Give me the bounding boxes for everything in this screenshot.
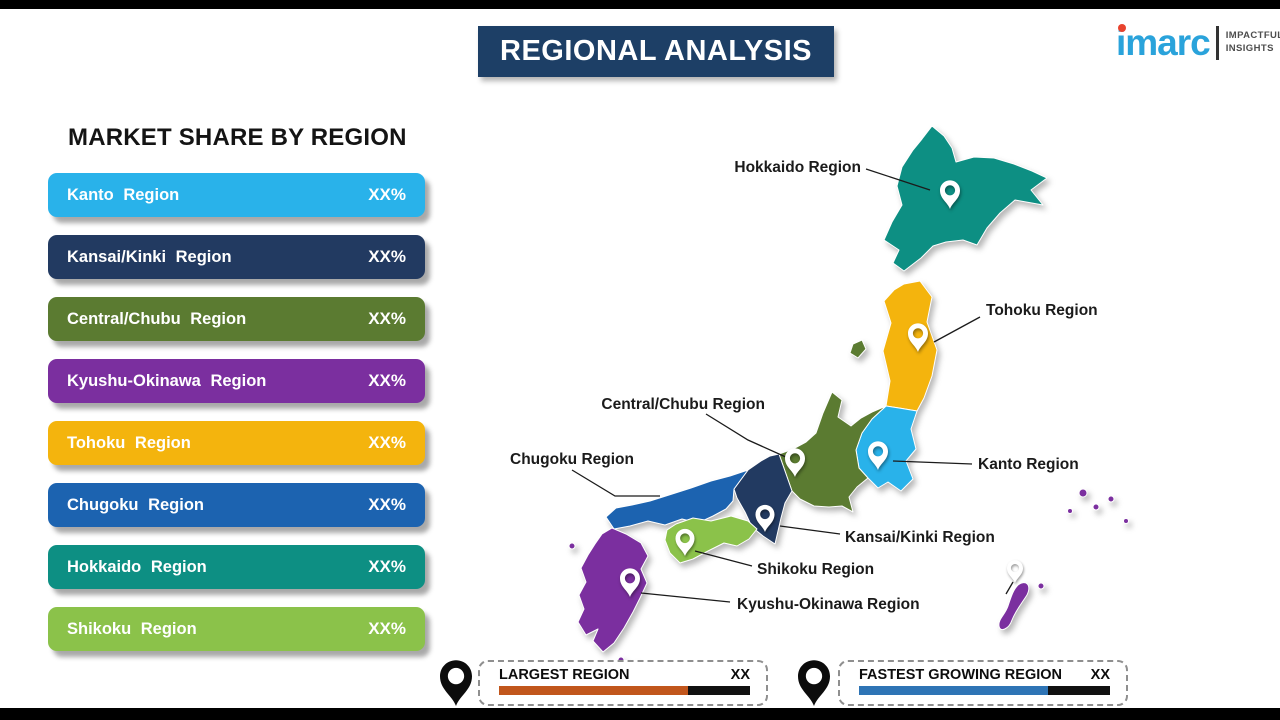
legend-pin-fastest: [798, 660, 830, 706]
legend-largest-region: LARGEST REGION XX: [478, 660, 768, 706]
map-label-line-tohoku: [933, 316, 981, 343]
map-islet: [1123, 518, 1129, 524]
map-region-kansai: [733, 453, 793, 545]
map-region-kyushu: [577, 527, 649, 653]
market-share-bar-label: Tohoku Region: [67, 433, 191, 452]
map-label-line-kansai: [779, 525, 841, 535]
imarc-logo-text: imarc: [1116, 22, 1211, 63]
market-share-list: Kanto Region XX% Kansai/Kinki Region XX% Cen…: [48, 173, 425, 669]
map-label-chugoku: Chugoku Region: [510, 451, 634, 468]
legend-fastest-bar-black: [1048, 686, 1110, 695]
map-label-tohoku: Tohoku Region: [986, 302, 1098, 319]
market-share-bar-value: XX%: [368, 247, 406, 266]
map-islet: [1107, 495, 1115, 503]
legend-fastest-growing-region: FASTEST GROWING REGION XX: [838, 660, 1128, 706]
logo-tagline: IMPACTFUL INSIGHTS: [1226, 30, 1280, 56]
market-share-bar-4: Tohoku Region XX%: [48, 421, 425, 465]
map-label-line-shikoku: [694, 550, 753, 567]
map-region-chugoku: [605, 469, 749, 530]
map-region-chubu-group: [778, 339, 887, 513]
market-share-bar-label: Chugoku Region: [67, 495, 204, 514]
imarc-logo-wordmark: imarc: [1116, 22, 1211, 63]
market-share-bar-label: Kansai/Kinki Region: [67, 247, 232, 266]
map-label-shikoku: Shikoku Region: [757, 561, 874, 578]
market-share-bar-value: XX%: [368, 185, 406, 204]
logo-divider: [1215, 25, 1219, 60]
page-title: REGIONAL ANALYSIS: [478, 26, 834, 77]
map-label-kanto: Kanto Region: [978, 456, 1079, 473]
map-islet: [1078, 488, 1088, 498]
market-share-bar-value: XX%: [368, 557, 406, 576]
legend-fastest-bar-accent: [859, 686, 1048, 695]
map-region-shikoku: [664, 515, 758, 564]
map-region-kyushu-okinawa-group: [568, 488, 1129, 666]
market-share-heading: MARKET SHARE BY REGION: [68, 124, 407, 151]
map-pin-okinawa: [1007, 560, 1023, 583]
market-share-bar-3: Kyushu-Okinawa Region XX%: [48, 359, 425, 403]
legend-largest-bar-accent: [499, 686, 688, 695]
legend-pin-largest: [440, 660, 472, 706]
legend-largest-bar-black: [688, 686, 750, 695]
map-region-hokkaido: [883, 125, 1048, 272]
map-islet: [1037, 582, 1045, 590]
map-islet: [1092, 503, 1100, 511]
market-share-bar-label: Kanto Region: [67, 185, 180, 204]
market-share-bar-label: Kyushu-Okinawa Region: [67, 371, 267, 390]
map-label-kansai: Kansai/Kinki Region: [845, 529, 995, 546]
market-share-bar-5: Chugoku Region XX%: [48, 483, 425, 527]
map-label-kyushu-okinawa: Kyushu-Okinawa Region: [737, 596, 920, 613]
market-share-bar-label: Hokkaido Region: [67, 557, 207, 576]
map-label-line-okinawa: [1005, 581, 1014, 595]
market-share-bar-label: Shikoku Region: [67, 619, 197, 638]
map-label-line-chubu: [705, 413, 789, 459]
bottom-letterbox-bar: [0, 708, 1280, 720]
map-region-tohoku: [882, 280, 938, 412]
market-share-bar-value: XX%: [368, 371, 406, 390]
top-letterbox-bar: [0, 0, 1280, 9]
legend-fastest-bar: [859, 686, 1110, 695]
map-label-line-kanto: [892, 460, 973, 465]
legend-fastest-value: XX: [1090, 667, 1110, 683]
map-region-chubu: [778, 391, 887, 513]
market-share-bar-2: Central/Chubu Region XX%: [48, 297, 425, 341]
map-island-sado: [849, 339, 867, 359]
map-island-okinawa: [998, 582, 1030, 631]
market-share-bar-1: Kansai/Kinki Region XX%: [48, 235, 425, 279]
market-share-bar-value: XX%: [368, 309, 406, 328]
market-share-bar-0: Kanto Region XX%: [48, 173, 425, 217]
legend-fastest-label: FASTEST GROWING REGION: [859, 667, 1063, 683]
market-share-bar-value: XX%: [368, 433, 406, 452]
imarc-logo: imarc IMPACTFUL INSIGHTS: [1116, 24, 1280, 61]
map-label-line-hokkaido: [865, 168, 931, 191]
legend-largest-bar: [499, 686, 750, 695]
legend-largest-label: LARGEST REGION: [499, 667, 630, 683]
map-label-chubu: Central/Chubu Region: [601, 396, 765, 413]
market-share-bar-7: Shikoku Region XX%: [48, 607, 425, 651]
map-label-line-chugoku: [571, 469, 660, 497]
map-islet: [568, 542, 576, 550]
map-label-hokkaido: Hokkaido Region: [734, 159, 861, 176]
logo-tagline-line1: IMPACTFUL: [1225, 29, 1280, 41]
map-islet: [1067, 508, 1073, 514]
market-share-bar-value: XX%: [368, 495, 406, 514]
logo-tagline-line2: INSIGHTS: [1225, 42, 1274, 54]
market-share-bar-value: XX%: [368, 619, 406, 638]
map-label-line-kyushu: [640, 592, 731, 603]
market-share-bar-6: Hokkaido Region XX%: [48, 545, 425, 589]
market-share-bar-label: Central/Chubu Region: [67, 309, 247, 328]
legend-largest-value: XX: [730, 667, 750, 683]
imarc-logo-dot-icon: [1118, 24, 1126, 32]
